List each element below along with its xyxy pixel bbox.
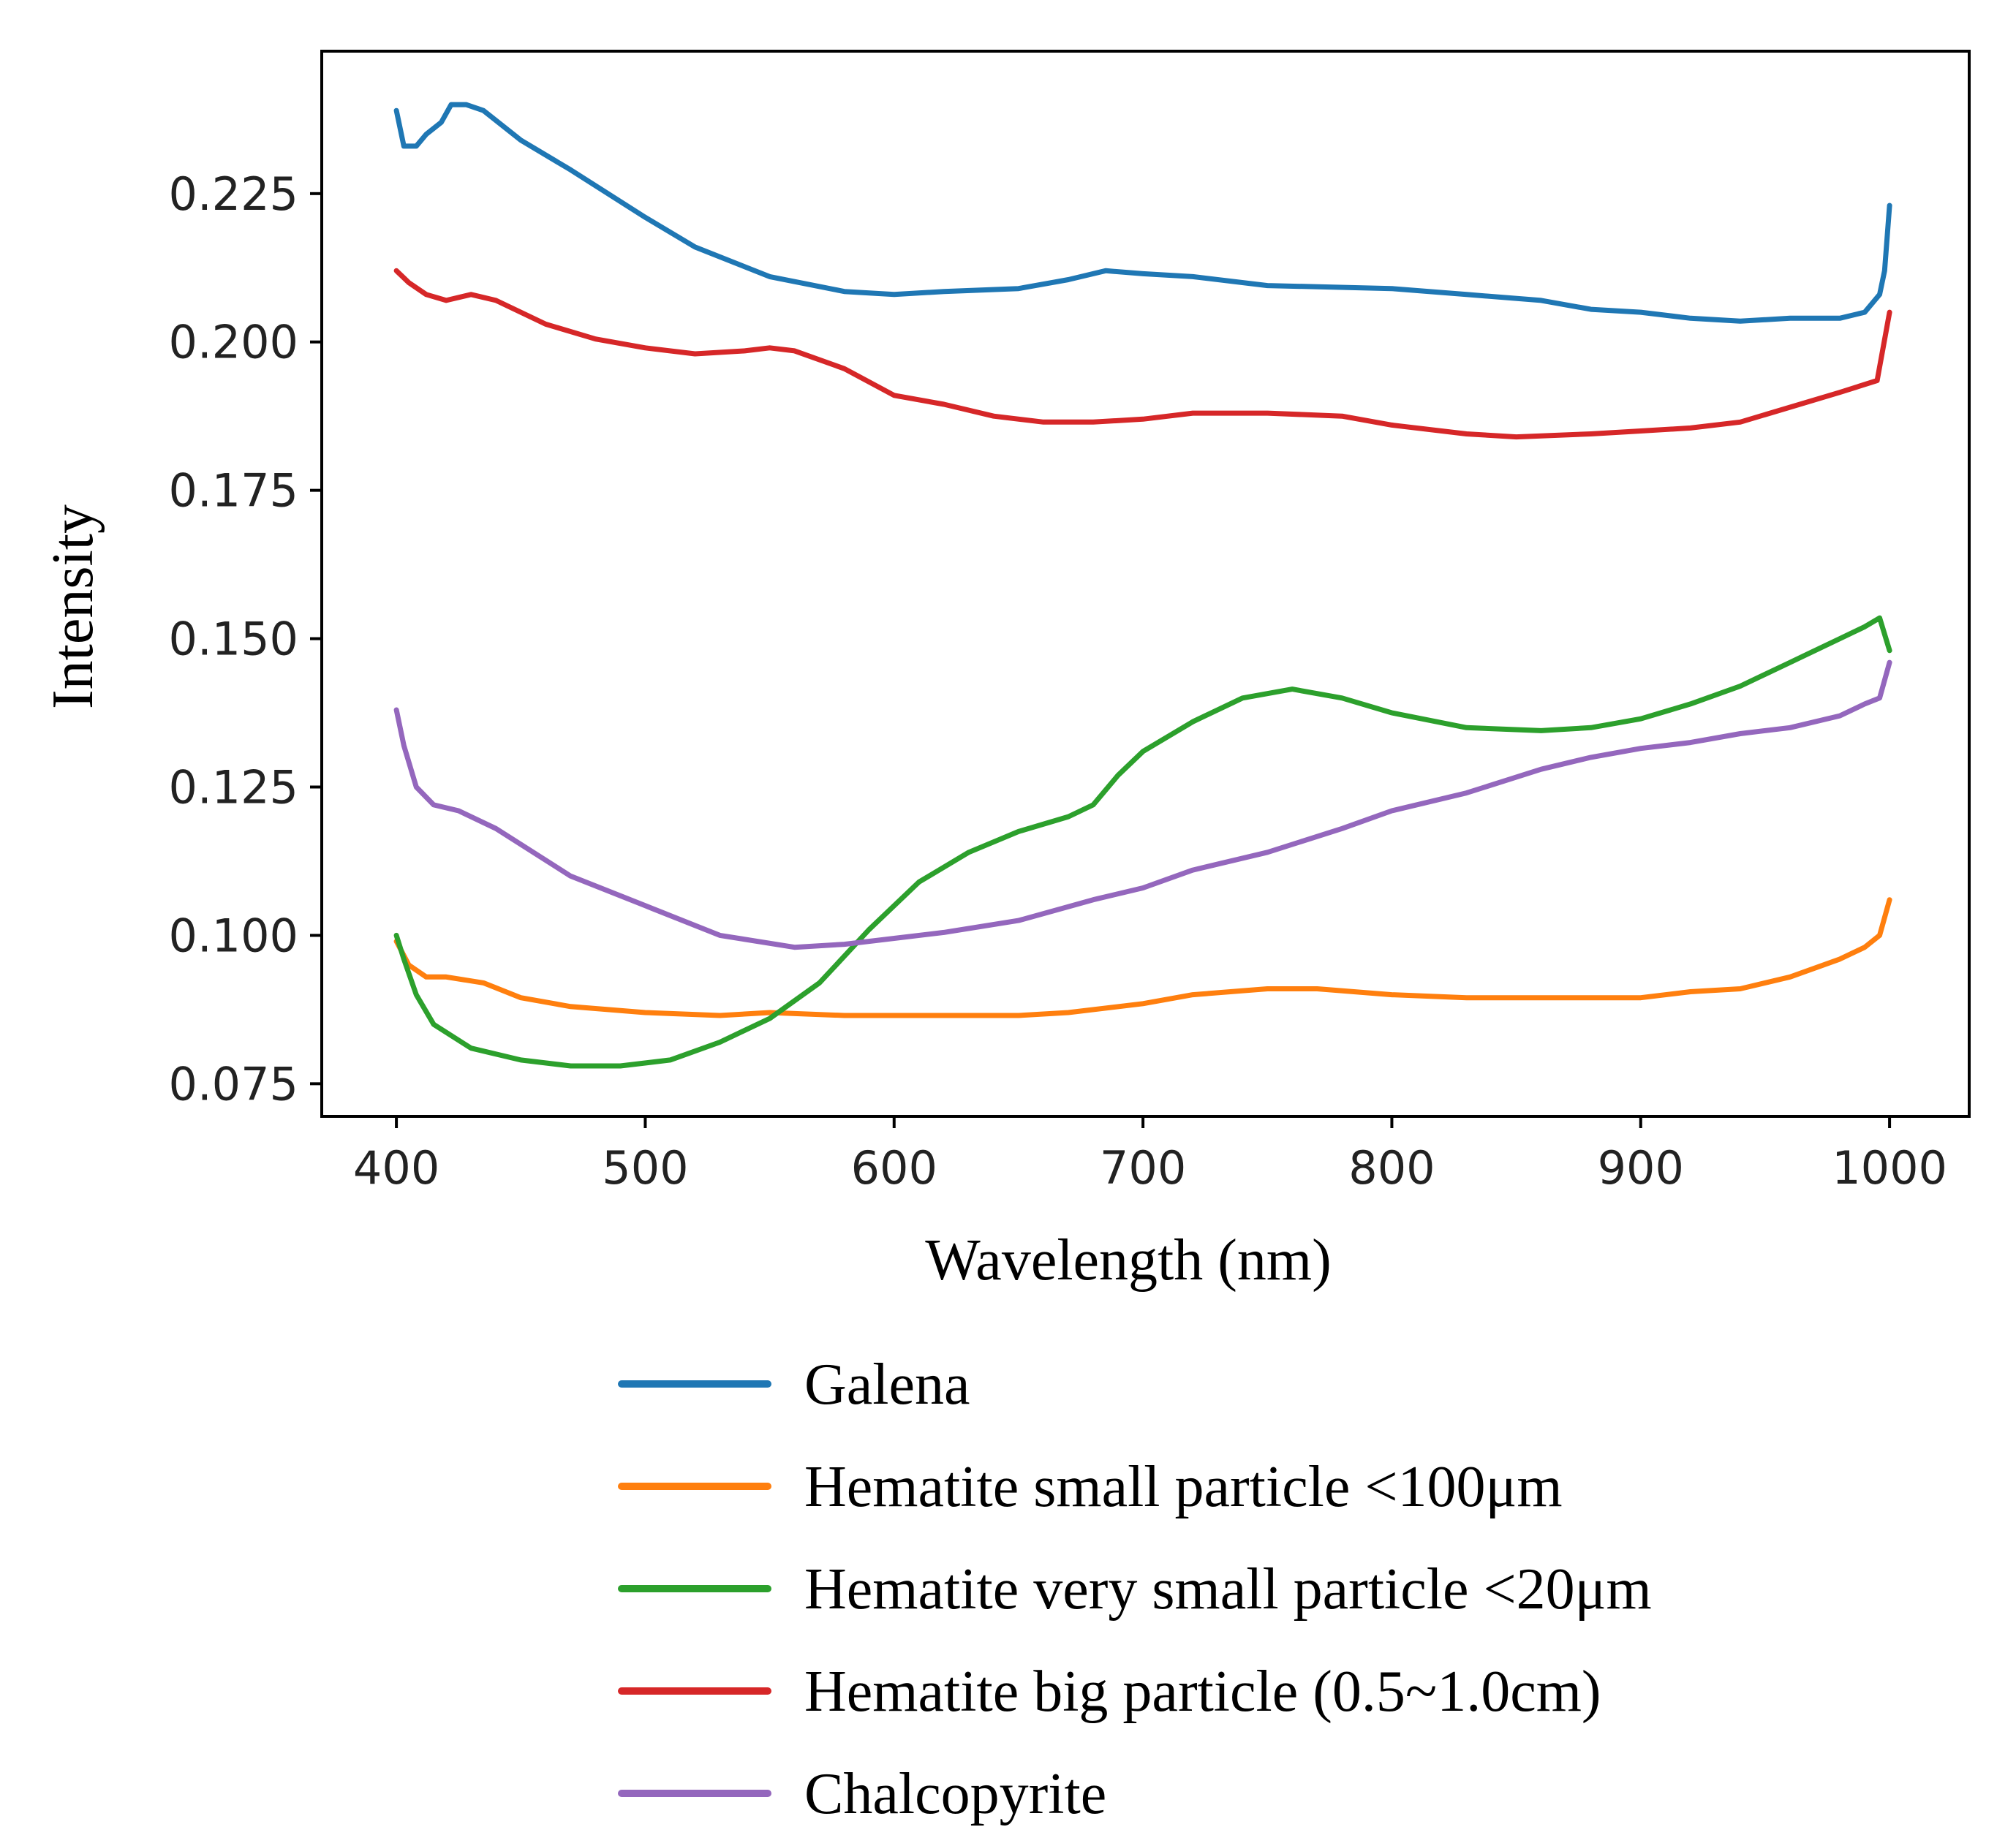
y-tick-label: 0.225 [169, 167, 299, 221]
x-tick-label: 1000 [1832, 1141, 1947, 1195]
x-tick-label: 600 [851, 1141, 937, 1195]
x-axis-label: Wavelength (nm) [925, 1228, 1332, 1293]
legend-label-hematite-big-particle-0-5-1-0cm: Hematite big particle (0.5~1.0cm) [804, 1660, 1601, 1724]
legend-label-chalcopyrite: Chalcopyrite [804, 1762, 1106, 1826]
series-line-hematite-very-small-particle-20-m [393, 615, 1892, 1069]
y-tick-label: 0.100 [169, 909, 299, 962]
legend-label-hematite-small-particle-100-m: Hematite small particle <100μm [804, 1455, 1563, 1519]
x-tick-label: 700 [1100, 1141, 1186, 1195]
series-line-galena [393, 102, 1892, 324]
plot-frame [320, 50, 1971, 1118]
y-tick-label: 0.125 [169, 761, 299, 814]
y-axis-label: Intensity [41, 504, 105, 709]
y-tick-label: 0.150 [169, 613, 299, 666]
series-line-chalcopyrite [393, 659, 1892, 950]
legend-label-galena: Galena [804, 1353, 970, 1417]
x-axis: 400 500 600 700 800 900 1000 [353, 1116, 1947, 1195]
x-tick-label: 800 [1348, 1141, 1435, 1195]
y-tick-label: 0.075 [169, 1057, 299, 1111]
series-line-hematite-small-particle-100-m [393, 897, 1892, 1018]
series-lines [393, 102, 1892, 1069]
legend-label-hematite-very-small-particle-20-m: Hematite very small particle <20μm [804, 1557, 1652, 1622]
x-tick-label: 900 [1598, 1141, 1684, 1195]
x-tick-label: 500 [602, 1141, 688, 1195]
y-tick-label: 0.200 [169, 316, 299, 369]
y-tick-label: 0.175 [169, 464, 299, 518]
x-tick-label: 400 [353, 1141, 439, 1195]
legend: Galena Hematite small particle <100μm Hema… [618, 1353, 1652, 1826]
series-line-hematite-big-particle-0-5-1-0cm [393, 268, 1892, 440]
y-axis: 0.075 0.100 0.125 0.150 0.175 0.200 0.225 [169, 167, 322, 1111]
